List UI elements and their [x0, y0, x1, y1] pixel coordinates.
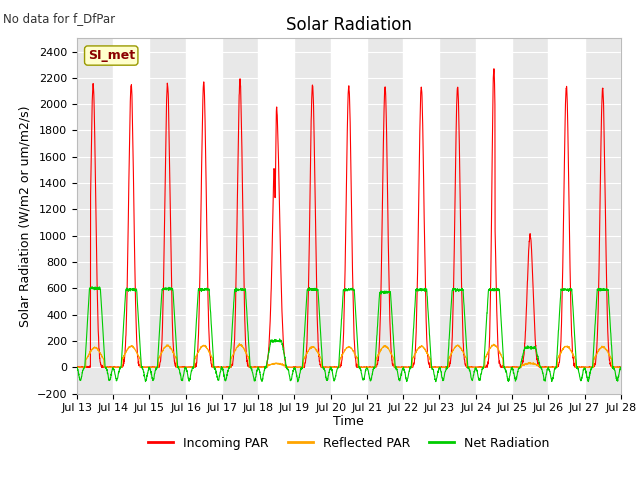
- X-axis label: Time: Time: [333, 415, 364, 428]
- Text: No data for f_DfPar: No data for f_DfPar: [3, 12, 115, 25]
- Legend: Incoming PAR, Reflected PAR, Net Radiation: Incoming PAR, Reflected PAR, Net Radiati…: [143, 432, 554, 455]
- Y-axis label: Solar Radiation (W/m2 or um/m2/s): Solar Radiation (W/m2 or um/m2/s): [18, 105, 31, 327]
- Bar: [186, 38, 222, 394]
- Bar: [331, 38, 367, 394]
- Bar: [403, 38, 440, 394]
- Bar: [258, 38, 294, 394]
- Bar: [548, 38, 584, 394]
- Bar: [621, 38, 640, 394]
- Text: SI_met: SI_met: [88, 49, 135, 62]
- Bar: [113, 38, 149, 394]
- Title: Solar Radiation: Solar Radiation: [286, 16, 412, 34]
- Bar: [476, 38, 512, 394]
